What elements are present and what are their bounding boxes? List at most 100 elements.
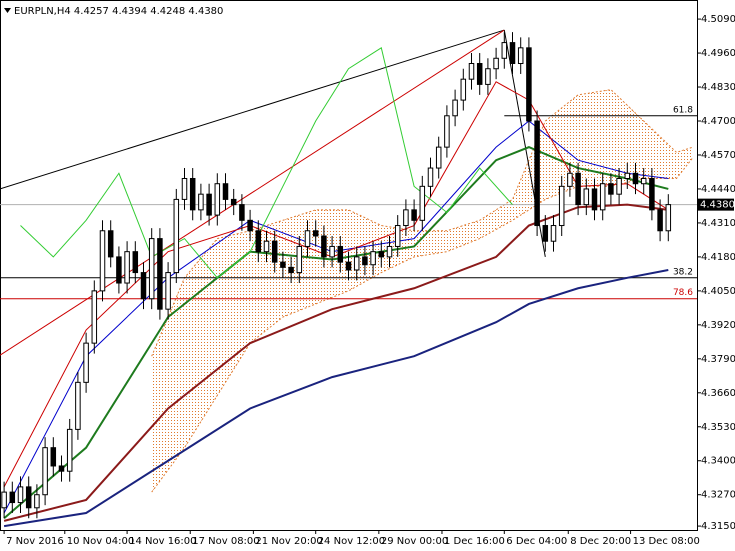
candle-body xyxy=(468,63,475,80)
candle-body xyxy=(296,245,303,274)
candle-body xyxy=(517,47,524,65)
menu-arrow[interactable] xyxy=(4,8,11,13)
trend-line xyxy=(0,29,505,356)
x-tick-label: 1 Dec 16:00 xyxy=(444,536,505,547)
candle-body xyxy=(632,172,639,185)
candle-body xyxy=(280,261,286,268)
candle-body xyxy=(591,188,598,211)
y-tick-label: 4.4960 xyxy=(701,48,735,59)
candle-body xyxy=(329,245,335,258)
candle-body xyxy=(99,230,106,292)
price-box-label: 4.4380 xyxy=(700,200,735,211)
candle-body xyxy=(386,245,393,258)
candle-body xyxy=(124,251,130,284)
fib-label: 78.6 xyxy=(673,288,693,298)
candle-body xyxy=(181,177,188,200)
candle-body xyxy=(501,42,508,59)
x-tick-label: 6 Dec 04:00 xyxy=(506,536,567,547)
candle-body xyxy=(239,204,245,221)
candle-body xyxy=(649,177,655,211)
price-box xyxy=(697,198,734,211)
candle-body xyxy=(370,251,376,266)
x-tick-label: 10 Nov 04:00 xyxy=(67,536,134,547)
y-tick-label: 4.4700 xyxy=(701,116,735,127)
candle-body xyxy=(509,42,516,65)
candle-body xyxy=(255,230,262,253)
candle-body xyxy=(132,251,139,274)
candle-body xyxy=(534,120,540,227)
y-tick-label: 4.4440 xyxy=(701,184,735,195)
candle-body xyxy=(444,115,450,148)
candle-body xyxy=(460,78,467,101)
candle-body xyxy=(58,465,65,472)
candle-body xyxy=(624,172,631,179)
y-tick-label: 4.4570 xyxy=(701,150,735,161)
candle-body xyxy=(583,188,590,206)
x-tick-label: 24 Nov 12:00 xyxy=(318,536,385,547)
y-tick-label: 4.4310 xyxy=(701,218,735,229)
y-tick-label: 4.3530 xyxy=(701,422,735,433)
candle-body xyxy=(288,266,294,274)
candle-body xyxy=(476,63,483,85)
candle-body xyxy=(608,183,614,195)
candle-body xyxy=(435,146,442,169)
x-tick-label: 13 Dec 08:00 xyxy=(633,536,700,547)
candle-body xyxy=(427,167,434,187)
fib-label: 61.8 xyxy=(673,105,693,115)
candle-body xyxy=(83,342,89,383)
candle-body xyxy=(452,99,458,117)
candle-body xyxy=(640,177,647,185)
x-tick-label: 21 Nov 20:00 xyxy=(255,536,322,547)
candle-body xyxy=(66,428,73,472)
candle-body xyxy=(1,491,7,509)
candle-body xyxy=(304,230,311,247)
cloud xyxy=(151,89,693,493)
candle-body xyxy=(362,256,368,266)
indicator-line xyxy=(3,268,669,528)
y-tick-label: 4.3270 xyxy=(701,490,735,501)
candle-body xyxy=(657,209,663,232)
candle-body xyxy=(25,486,32,509)
indicator-line xyxy=(3,120,669,514)
cloud-edge xyxy=(151,89,694,357)
y-tick-label: 4.4180 xyxy=(701,252,735,263)
candle-body xyxy=(493,57,499,70)
candle-body xyxy=(189,177,196,211)
candle-body xyxy=(75,381,81,430)
candle-body xyxy=(337,245,344,263)
candle-body xyxy=(542,225,549,242)
candle-body xyxy=(599,183,606,211)
trend-line xyxy=(0,29,505,190)
y-tick-label: 4.5090 xyxy=(701,14,735,25)
candle-body xyxy=(411,209,417,221)
candle-body xyxy=(206,193,212,216)
candle-body xyxy=(550,225,557,242)
candle-body xyxy=(17,486,24,504)
candle-body xyxy=(575,172,581,206)
candle-body xyxy=(345,261,352,271)
candle-body xyxy=(394,225,401,247)
y-tick-label: 4.4830 xyxy=(701,82,735,93)
candle-body xyxy=(140,272,147,300)
x-tick-label: 17 Nov 08:00 xyxy=(192,536,259,547)
candle-body xyxy=(157,238,163,310)
y-tick-label: 4.3150 xyxy=(701,521,735,532)
candle-body xyxy=(42,447,48,496)
candle-body xyxy=(485,68,491,85)
y-tick-label: 4.3400 xyxy=(701,456,735,467)
candle-body xyxy=(107,230,114,258)
candle-body xyxy=(321,235,327,258)
candle-body xyxy=(230,198,237,206)
candle-body xyxy=(526,47,532,122)
candle-body xyxy=(378,251,385,258)
candle-body xyxy=(9,491,16,504)
candle-body xyxy=(616,177,622,195)
candle-body xyxy=(567,172,573,187)
y-tick-label: 4.4050 xyxy=(701,286,735,297)
candle-body xyxy=(665,204,672,232)
candle-body xyxy=(353,256,360,271)
candle-body xyxy=(173,198,180,274)
candle-body xyxy=(214,183,221,216)
y-tick-label: 4.3920 xyxy=(701,320,735,331)
